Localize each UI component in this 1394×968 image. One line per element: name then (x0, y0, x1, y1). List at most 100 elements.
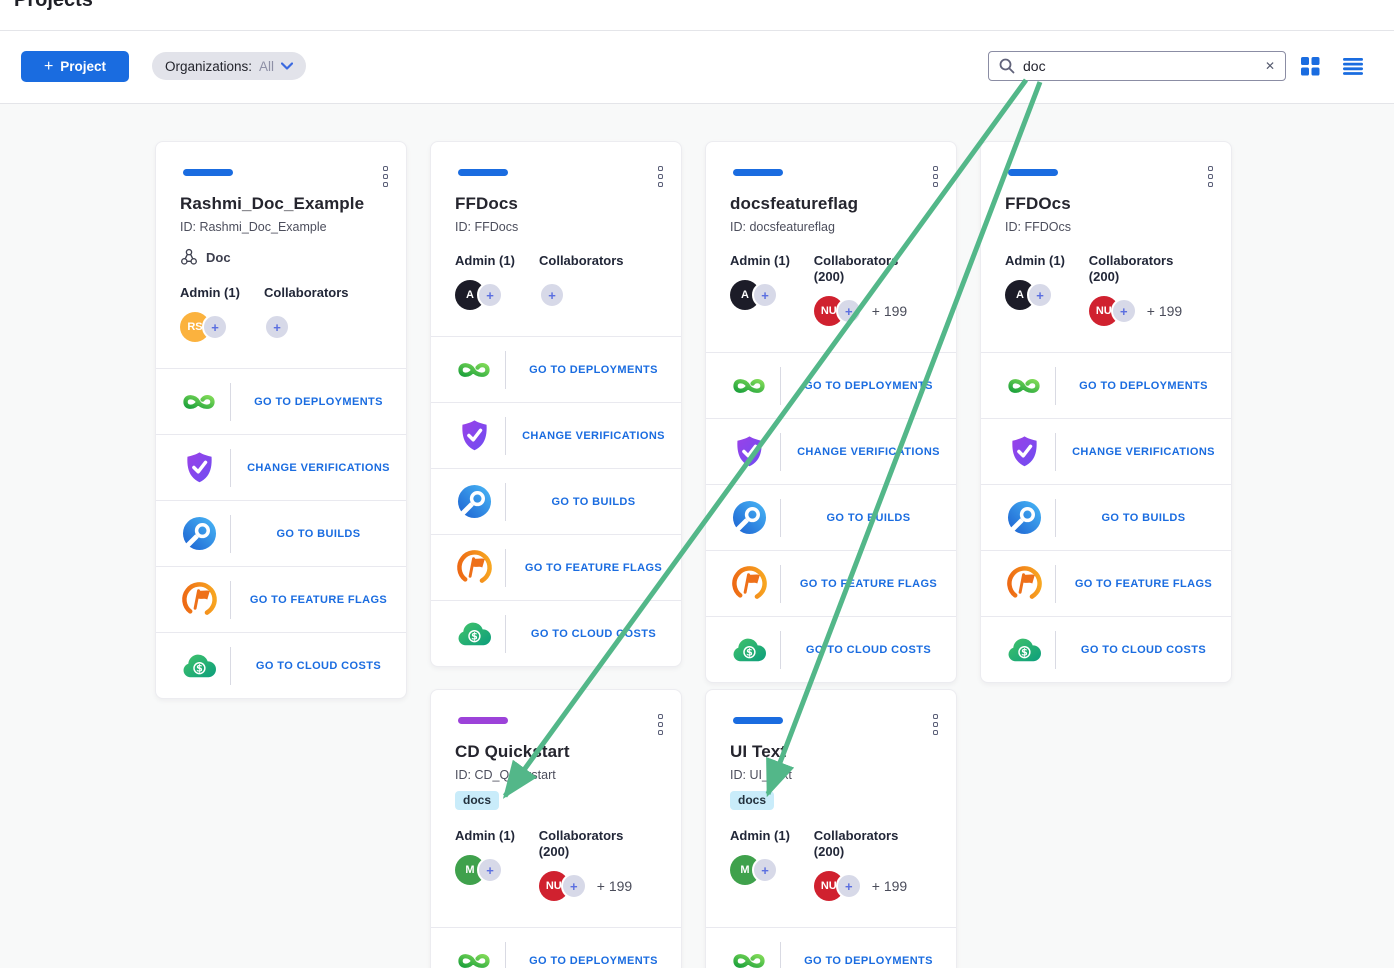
add-admin-button[interactable]: + (752, 857, 778, 883)
action-row[interactable]: GO TO FEATURE FLAGS (431, 534, 681, 600)
kebab-menu-icon[interactable] (380, 163, 391, 190)
add-collaborator-button[interactable]: + (835, 298, 862, 324)
action-row[interactable]: GO TO CLOUD COSTS (431, 600, 681, 666)
kebab-menu-icon[interactable] (655, 711, 666, 738)
search-icon (999, 58, 1015, 74)
change-verifications-link[interactable]: CHANGE VERIFICATIONS (247, 461, 390, 474)
project-card[interactable]: FFDOcs ID: FFDOcs Admin (1) A + Collabor… (980, 141, 1232, 683)
add-collaborator-button[interactable]: + (539, 282, 565, 308)
chevron-down-icon (281, 62, 294, 70)
go-to-deployments-link[interactable]: GO TO DEPLOYMENTS (804, 379, 933, 392)
action-row[interactable]: GO TO CLOUD COSTS (156, 632, 406, 698)
organization-label: Doc (206, 249, 231, 265)
new-project-button[interactable]: + Project (21, 51, 129, 82)
project-card[interactable]: FFDocs ID: FFDocs Admin (1) A + Collabor… (430, 141, 682, 667)
action-row[interactable]: GO TO CLOUD COSTS (706, 616, 956, 682)
feature-flags-icon (455, 549, 493, 586)
action-row[interactable]: GO TO BUILDS (431, 468, 681, 534)
add-collaborator-button[interactable]: + (560, 873, 587, 899)
add-collaborator-button[interactable]: + (1110, 298, 1137, 324)
verifications-icon (730, 435, 768, 468)
add-collaborator-button[interactable]: + (264, 314, 290, 340)
action-row[interactable]: CHANGE VERIFICATIONS (981, 418, 1231, 484)
organizations-filter[interactable]: Organizations: All (152, 52, 307, 80)
collaborators-overflow-count: + 199 (871, 303, 908, 319)
action-row[interactable]: GO TO BUILDS (706, 484, 956, 550)
action-row[interactable]: GO TO FEATURE FLAGS (981, 550, 1231, 616)
action-row[interactable]: GO TO CLOUD COSTS (981, 616, 1231, 682)
go-to-deployments-link[interactable]: GO TO DEPLOYMENTS (804, 954, 933, 967)
go-to-builds-link[interactable]: GO TO BUILDS (1101, 511, 1186, 524)
action-row[interactable]: CHANGE VERIFICATIONS (431, 402, 681, 468)
collaborators-label: Collaborators (200) (813, 828, 899, 859)
list-view-icon[interactable] (1343, 58, 1363, 75)
clear-search-icon[interactable]: ✕ (1264, 59, 1275, 73)
change-verifications-link[interactable]: CHANGE VERIFICATIONS (522, 429, 665, 442)
admin-label: Admin (1) (455, 828, 515, 843)
go-to-deployments-link[interactable]: GO TO DEPLOYMENTS (1079, 379, 1208, 392)
action-row[interactable]: GO TO BUILDS (156, 500, 406, 566)
kebab-menu-icon[interactable] (655, 163, 666, 190)
add-admin-button[interactable]: + (752, 282, 778, 308)
add-admin-button[interactable]: + (477, 857, 503, 883)
card-accent-bar (458, 169, 508, 176)
action-row[interactable]: GO TO BUILDS (981, 484, 1231, 550)
project-card[interactable]: Rashmi_Doc_Example ID: Rashmi_Doc_Exampl… (155, 141, 407, 699)
action-row[interactable]: GO TO DEPLOYMENTS (431, 927, 681, 968)
go-to-cloud-costs-link[interactable]: GO TO CLOUD COSTS (1080, 643, 1207, 656)
add-admin-button[interactable]: + (477, 282, 503, 308)
project-title: docsfeatureflag (730, 194, 859, 213)
cloud-costs-icon (180, 651, 218, 681)
go-to-cloud-costs-link[interactable]: GO TO CLOUD COSTS (805, 643, 932, 656)
kebab-menu-icon[interactable] (930, 711, 941, 738)
card-accent-bar (733, 717, 783, 724)
card-accent-bar (1008, 169, 1058, 176)
action-row[interactable]: GO TO FEATURE FLAGS (156, 566, 406, 632)
tag-badge: docs (455, 791, 500, 810)
divider (1055, 432, 1056, 471)
action-row[interactable]: GO TO DEPLOYMENTS (706, 352, 956, 418)
go-to-builds-link[interactable]: GO TO BUILDS (826, 511, 911, 524)
add-admin-button[interactable]: + (202, 314, 228, 340)
add-admin-button[interactable]: + (1027, 282, 1053, 308)
go-to-deployments-link[interactable]: GO TO DEPLOYMENTS (529, 363, 658, 376)
kebab-menu-icon[interactable] (1205, 163, 1216, 190)
go-to-feature-flags-link[interactable]: GO TO FEATURE FLAGS (799, 577, 938, 590)
go-to-deployments-link[interactable]: GO TO DEPLOYMENTS (529, 954, 658, 967)
go-to-cloud-costs-link[interactable]: GO TO CLOUD COSTS (530, 627, 657, 640)
cloud-costs-icon (730, 635, 768, 665)
action-row[interactable]: GO TO DEPLOYMENTS (706, 927, 956, 968)
go-to-builds-link[interactable]: GO TO BUILDS (276, 527, 361, 540)
go-to-deployments-link[interactable]: GO TO DEPLOYMENTS (254, 395, 383, 408)
grid-view-icon[interactable] (1301, 57, 1320, 76)
action-row[interactable]: GO TO DEPLOYMENTS (981, 352, 1231, 418)
project-card[interactable]: UI Text ID: UI_Text docs Admin (1) M + C… (705, 689, 957, 968)
action-row[interactable]: CHANGE VERIFICATIONS (156, 434, 406, 500)
action-row[interactable]: GO TO FEATURE FLAGS (706, 550, 956, 616)
divider (505, 941, 506, 968)
kebab-menu-icon[interactable] (930, 163, 941, 190)
go-to-builds-link[interactable]: GO TO BUILDS (551, 495, 636, 508)
change-verifications-link[interactable]: CHANGE VERIFICATIONS (797, 445, 940, 458)
verifications-icon (455, 419, 493, 452)
divider (1055, 564, 1056, 603)
collaborators-label: Collaborators (200) (538, 828, 624, 859)
go-to-feature-flags-link[interactable]: GO TO FEATURE FLAGS (249, 593, 388, 606)
action-row[interactable]: GO TO DEPLOYMENTS (156, 368, 406, 434)
collaborators-overflow-count: + 199 (1146, 303, 1183, 319)
go-to-feature-flags-link[interactable]: GO TO FEATURE FLAGS (524, 561, 663, 574)
action-row[interactable]: CHANGE VERIFICATIONS (706, 418, 956, 484)
go-to-feature-flags-link[interactable]: GO TO FEATURE FLAGS (1074, 577, 1213, 590)
header-divider (0, 30, 1394, 31)
action-row[interactable]: GO TO DEPLOYMENTS (431, 336, 681, 402)
change-verifications-link[interactable]: CHANGE VERIFICATIONS (1072, 445, 1215, 458)
builds-icon (730, 500, 768, 535)
add-collaborator-button[interactable]: + (835, 873, 862, 899)
project-card[interactable]: CD Quickstart ID: CD_Quickstart docs Adm… (430, 689, 682, 968)
go-to-cloud-costs-link[interactable]: GO TO CLOUD COSTS (255, 659, 382, 672)
search-input[interactable] (1023, 58, 1257, 74)
search-box[interactable]: ✕ (988, 51, 1286, 81)
project-card[interactable]: docsfeatureflag ID: docsfeatureflag Admi… (705, 141, 957, 683)
card-accent-bar (458, 717, 508, 724)
collaborators-label: Collaborators (539, 253, 624, 268)
